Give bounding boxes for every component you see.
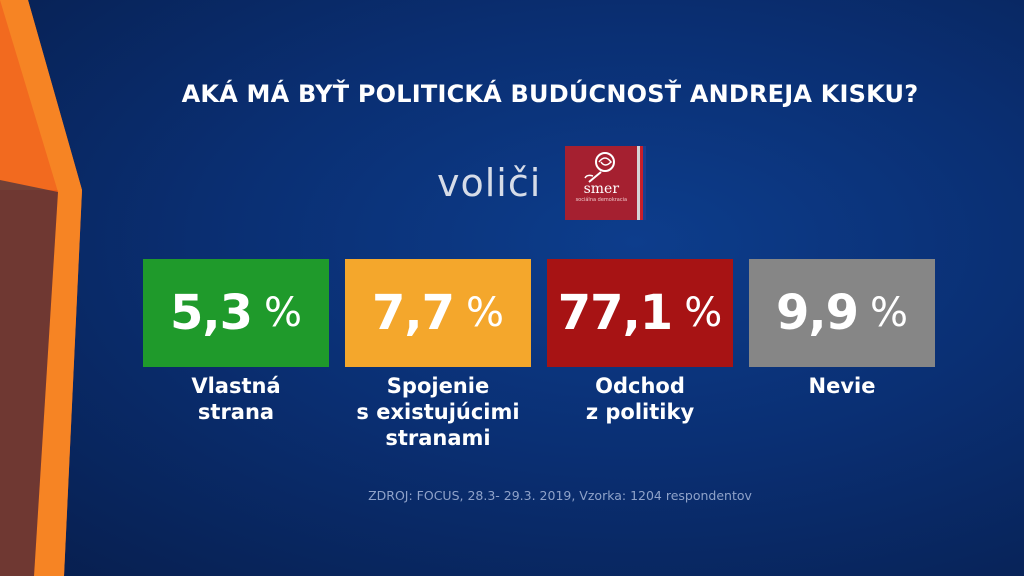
result-unit: % [264,290,303,336]
result-value: 7,7 [371,285,455,341]
result-value: 5,3 [169,285,253,341]
rose-icon [584,152,616,183]
result-label-line: strana [197,400,275,424]
result-label-line: stranami [385,426,491,450]
result-label-line: Nevie [808,374,876,398]
result-box-1: 5,3% [143,259,329,367]
party-logo-subtext: sociálna demokracia [575,197,628,203]
result-label-2: Spojenie s existujúcimi stranami [338,373,538,451]
result-label-1: Vlastná strana [136,373,336,425]
result-unit: % [870,290,909,336]
result-box-2: 7,7% [345,259,531,367]
chart-title: AKÁ MÁ BYŤ POLITICKÁ BUDÚCNOSŤ ANDREJA K… [181,80,919,108]
result-label-line: Vlastná [191,374,281,398]
result-unit: % [466,290,505,336]
result-label-3: Odchod z politiky [540,373,740,425]
source-note: ZDROJ: FOCUS, 28.3- 29.3. 2019, Vzorka: … [368,488,752,503]
result-label-line: Odchod [595,374,685,398]
result-value: 9,9 [775,285,859,341]
result-value: 77,1 [557,285,673,341]
voter-group-label: voliči [437,161,542,205]
result-box-4: 9,9% [749,259,935,367]
party-logo-text: smer [583,181,620,197]
voter-group: voliči smer sociálna demokracia [437,146,647,220]
result-unit: % [684,290,723,336]
result-label-line: Spojenie [386,374,490,398]
result-label-line: z politiky [585,400,695,424]
party-logo: smer sociálna demokracia [565,146,647,220]
result-label-line: s existujúcimi [356,400,520,424]
result-label-4: Nevie [742,373,942,399]
result-box-3: 77,1% [547,259,733,367]
